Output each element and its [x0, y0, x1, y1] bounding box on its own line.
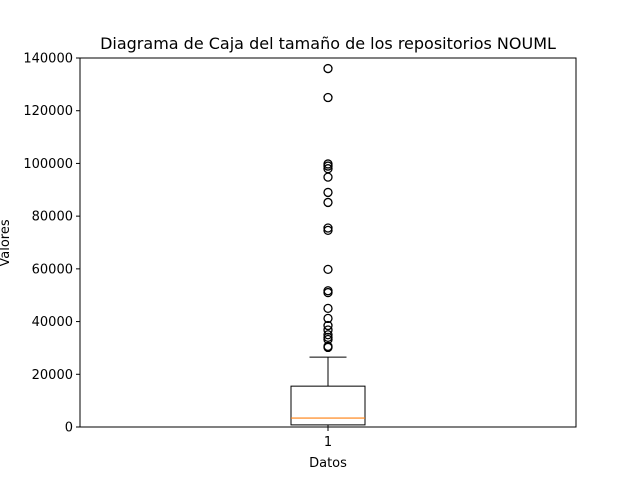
x-axis-label: Datos — [309, 456, 347, 471]
outlier-point — [323, 197, 333, 208]
y-tick-label: 60000 — [32, 262, 73, 277]
y-tick-label: 120000 — [23, 104, 73, 119]
outlier-point — [323, 159, 333, 169]
y-tick-label: 0 — [65, 421, 73, 436]
outlier-point — [323, 187, 333, 198]
outlier-point — [323, 264, 333, 275]
chart-title: Diagrama de Caja del tamaño de los repos… — [100, 34, 556, 53]
plot-area: 0 20000 40000 60000 80000 100000 120000 140000 1 — [23, 52, 577, 450]
outlier-point — [323, 223, 333, 233]
outlier-point — [323, 286, 333, 296]
y-tick-label: 140000 — [23, 52, 73, 67]
y-axis-label: Valores — [0, 219, 13, 266]
y-tick-label: 40000 — [32, 315, 73, 330]
outlier-point — [323, 172, 333, 182]
outlier-point — [323, 320, 333, 331]
outlier-point — [323, 225, 333, 236]
outlier-point — [323, 330, 333, 340]
outlier-point — [323, 341, 333, 351]
outlier-point — [323, 303, 333, 314]
iqr-box — [290, 385, 366, 426]
y-tick-label: 80000 — [32, 210, 73, 225]
outlier-point — [323, 63, 333, 74]
outlier-point — [323, 92, 333, 103]
x-tick-label: 1 — [324, 435, 332, 450]
outlier-point — [323, 164, 333, 174]
y-tick-label: 20000 — [32, 368, 73, 383]
outlier-point — [323, 313, 333, 324]
outlier-point — [323, 325, 333, 335]
y-tick-label: 100000 — [23, 157, 73, 172]
